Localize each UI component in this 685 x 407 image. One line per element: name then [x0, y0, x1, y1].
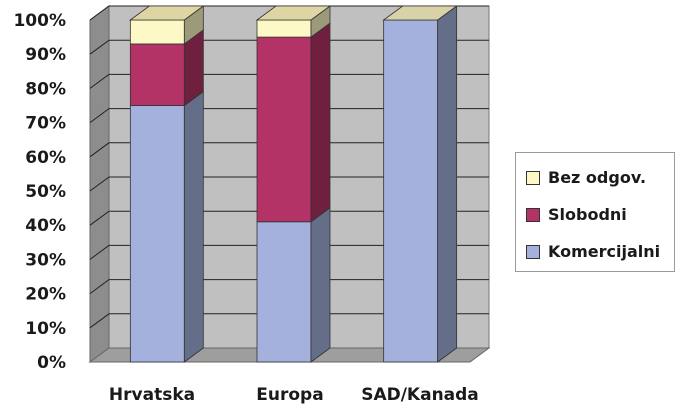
y-tick-label: 10%: [25, 319, 66, 339]
bar-segment-top: [382, 5, 458, 21]
y-axis: 0% 10% 20% 30% 40% 50% 60% 70% 80% 90% 100%: [13, 11, 66, 373]
gridline: [89, 244, 489, 260]
x-category-label: SAD/Kanada: [361, 385, 479, 405]
bar-segment: [256, 221, 312, 363]
bar-segment: [256, 19, 312, 38]
gridline: [89, 210, 489, 226]
legend-item: Bez odgov.: [526, 159, 674, 196]
legend-label: Slobodni: [548, 205, 627, 224]
legend-swatch: [526, 170, 540, 185]
gridline: [89, 73, 489, 89]
bar-segment: [256, 36, 312, 223]
gridline: [89, 279, 489, 295]
y-tick-label: 70%: [25, 114, 66, 134]
gridline: [89, 142, 489, 158]
legend-swatch: [526, 244, 540, 259]
x-category-label: Europa: [256, 385, 323, 405]
x-axis: Hrvatska Europa SAD/Kanada: [109, 385, 479, 405]
bar-segment-top: [129, 5, 205, 21]
bar-segment: [129, 43, 185, 106]
y-tick-label: 40%: [25, 216, 66, 236]
y-tick-label: 20%: [25, 285, 66, 305]
y-tick-label: 100%: [13, 11, 66, 31]
bar-segment-side: [183, 90, 204, 363]
legend-swatch: [526, 207, 540, 222]
bar-segment-side: [310, 22, 331, 223]
bar-segment: [129, 105, 185, 363]
y-tick-label: 50%: [25, 182, 66, 202]
gridline: [89, 176, 489, 192]
gridline: [89, 108, 489, 124]
bar-segment: [383, 19, 439, 363]
legend-item: Komercijalni: [526, 233, 674, 270]
bar-segment-top: [255, 5, 332, 21]
chart-gridlines: [89, 5, 489, 329]
y-tick-label: 0%: [37, 353, 66, 373]
bar-segment-side: [437, 5, 458, 363]
y-tick-label: 80%: [25, 79, 66, 99]
gridline: [89, 39, 489, 55]
y-tick-label: 90%: [25, 45, 66, 65]
y-tick-label: 30%: [25, 250, 66, 270]
gridline: [89, 5, 489, 21]
x-category-label: Hrvatska: [109, 385, 195, 405]
y-tick-label: 60%: [25, 148, 66, 168]
bar-segment: [129, 19, 185, 45]
gridline: [89, 313, 489, 329]
legend-label: Bez odgov.: [548, 168, 647, 187]
legend-item: Slobodni: [526, 196, 674, 233]
chart-bars: [129, 5, 458, 363]
legend-label: Komercijalni: [548, 242, 661, 261]
bar-segment-side: [310, 206, 331, 363]
chart-legend: Bez odgov. Slobodni Komercijalni: [515, 152, 675, 272]
